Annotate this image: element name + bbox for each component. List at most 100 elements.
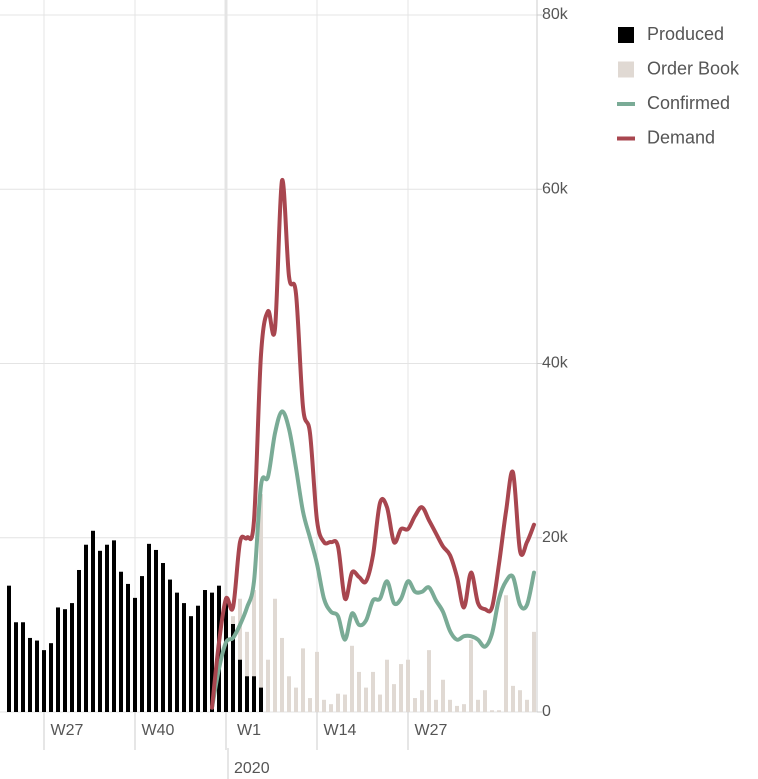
bar <box>392 684 396 712</box>
bar <box>441 679 445 712</box>
bar <box>28 637 32 712</box>
bar <box>119 571 123 712</box>
bar <box>259 494 263 712</box>
bar <box>518 690 522 712</box>
bar <box>511 685 515 712</box>
bar <box>364 687 368 712</box>
bar <box>266 659 270 712</box>
bar <box>238 598 242 712</box>
lines <box>210 178 536 710</box>
bar <box>112 540 116 712</box>
bar <box>35 640 39 712</box>
bar <box>49 643 53 712</box>
legend-label: Order Book <box>647 58 740 78</box>
bar <box>462 704 466 712</box>
legend-label: Demand <box>647 127 715 147</box>
y-tick-label: 20k <box>542 529 569 546</box>
bar <box>308 698 312 712</box>
bar <box>252 676 256 712</box>
x-tick-label: W1 <box>237 722 261 739</box>
line <box>210 178 536 710</box>
bar <box>42 650 46 712</box>
bar <box>210 592 214 712</box>
legend-swatch <box>618 27 634 43</box>
bar <box>56 607 60 712</box>
y-tick-label: 80k <box>542 6 569 23</box>
bar <box>203 590 207 712</box>
bar <box>322 699 326 712</box>
bar <box>525 699 529 712</box>
bars <box>7 494 536 712</box>
x-tick-label: W27 <box>51 722 84 739</box>
bar <box>63 609 67 712</box>
bar <box>105 544 109 712</box>
bar <box>350 645 354 712</box>
bar <box>245 676 249 712</box>
bar <box>490 710 494 712</box>
bar <box>455 705 459 712</box>
bar <box>98 550 102 712</box>
legend-label: Confirmed <box>647 93 730 113</box>
bar <box>147 543 151 712</box>
bar <box>280 637 284 712</box>
bar <box>483 690 487 712</box>
bar <box>427 650 431 712</box>
bar <box>476 699 480 712</box>
bar <box>532 631 536 712</box>
bar <box>196 605 200 712</box>
bar <box>252 590 256 712</box>
bar <box>245 631 249 712</box>
bar <box>406 659 410 712</box>
bar <box>154 549 158 712</box>
bar <box>175 592 179 712</box>
bar <box>504 595 508 712</box>
bar <box>287 676 291 712</box>
y-tick-label: 0 <box>542 703 551 720</box>
bar <box>385 659 389 712</box>
bar <box>21 622 25 712</box>
bar <box>413 698 417 712</box>
bar <box>189 616 193 712</box>
axes: 2020 0 20k 40k 60k 80k W27 W40 W1 W14 W27 <box>43 0 569 779</box>
x-tick-label: W40 <box>142 722 175 739</box>
bar <box>336 693 340 712</box>
line <box>210 409 536 710</box>
bar <box>448 699 452 712</box>
legend-swatch <box>618 61 634 78</box>
bar <box>329 704 333 712</box>
bar <box>14 622 18 712</box>
bar <box>231 624 235 712</box>
bar <box>294 687 298 712</box>
bar <box>126 583 130 712</box>
bar <box>140 576 144 712</box>
bar <box>315 651 319 712</box>
bar <box>84 544 88 712</box>
bar <box>161 563 165 712</box>
bar <box>259 687 263 712</box>
bar <box>357 671 361 712</box>
bar <box>91 530 95 712</box>
grid <box>0 0 537 713</box>
bar <box>224 597 228 712</box>
bar <box>301 648 305 712</box>
y-tick-label: 60k <box>542 180 569 197</box>
x-tick-label: W27 <box>415 722 448 739</box>
year-label: 2020 <box>234 760 270 777</box>
bar <box>273 598 277 712</box>
bar <box>70 603 74 712</box>
bar <box>133 597 137 712</box>
bar <box>7 585 11 712</box>
bar <box>371 671 375 712</box>
bar <box>168 579 172 712</box>
legend-label: Produced <box>647 24 724 44</box>
bar <box>182 603 186 712</box>
bar <box>469 639 473 712</box>
bar <box>434 699 438 712</box>
y-tick-label: 40k <box>542 355 569 372</box>
bar <box>497 710 501 712</box>
bar <box>238 659 242 712</box>
legend: Produced Order Book Confirmed Demand <box>617 24 740 147</box>
x-tick-label: W14 <box>324 722 357 739</box>
bar <box>77 569 81 712</box>
